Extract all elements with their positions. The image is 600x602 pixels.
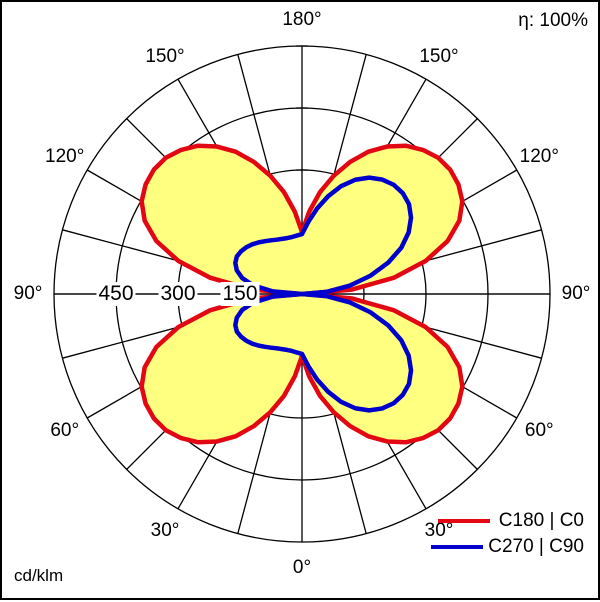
unit-label: cd/klm	[14, 566, 64, 585]
angle-tick-label: 60°	[50, 420, 80, 441]
angle-tick-label: 120°	[45, 146, 85, 167]
angle-tick-label: 0°	[292, 557, 312, 578]
angle-tick-label: 90°	[13, 283, 43, 304]
angle-tick-label: 30°	[150, 520, 180, 542]
angle-tick-label: 60°	[524, 420, 554, 441]
legend-item-c270-c90: C270 | C90	[431, 536, 584, 558]
radial-tick-label: 150	[220, 282, 260, 306]
legend-swatch-c180-c0	[437, 519, 490, 523]
angle-tick-label: 150°	[145, 45, 185, 67]
radial-tick-label: 300	[158, 282, 198, 306]
angle-tick-label: 150°	[419, 45, 459, 67]
legend-swatch-c270-c90	[431, 545, 484, 549]
radial-tick-label: 450	[96, 282, 136, 306]
legend-item-c180-c0: C180 | C0	[431, 510, 584, 532]
angle-tick-label: 30°	[424, 520, 454, 542]
angle-tick-label: 90°	[561, 283, 591, 304]
series-fill-c180-c0	[141, 145, 463, 443]
efficiency-label: η: 100%	[518, 10, 588, 31]
legend-label-c270-c90: C270 | C90	[488, 536, 584, 557]
angle-tick-label: 180°	[282, 9, 322, 30]
series-curves	[139, 143, 465, 445]
legend-label-c180-c0: C180 | C0	[498, 510, 584, 531]
legend: C180 | C0 C270 | C90	[431, 510, 584, 558]
angle-tick-label: 120°	[519, 146, 559, 167]
